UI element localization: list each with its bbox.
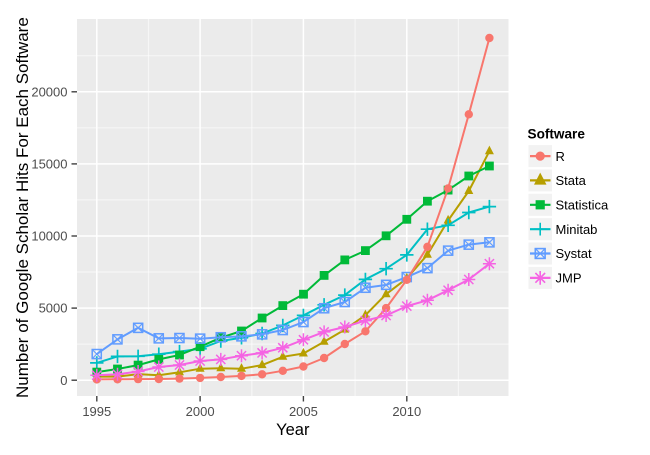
svg-text:1995: 1995 — [82, 404, 111, 419]
svg-text:R: R — [556, 149, 565, 164]
svg-text:Systat: Systat — [556, 246, 593, 261]
svg-text:JMP: JMP — [556, 271, 582, 286]
svg-text:Number of Google Scholar Hits: Number of Google Scholar Hits For Each S… — [13, 17, 32, 398]
svg-text:Statistica: Statistica — [556, 198, 610, 213]
svg-text:0: 0 — [60, 373, 67, 388]
svg-text:20000: 20000 — [31, 84, 67, 99]
svg-text:2000: 2000 — [186, 404, 215, 419]
svg-text:5000: 5000 — [39, 301, 68, 316]
svg-text:Year: Year — [276, 421, 310, 439]
svg-text:10000: 10000 — [31, 229, 67, 244]
svg-text:2005: 2005 — [289, 404, 318, 419]
svg-text:Software: Software — [528, 126, 586, 141]
svg-text:15000: 15000 — [31, 157, 67, 172]
svg-text:Stata: Stata — [556, 173, 587, 188]
svg-text:Minitab: Minitab — [556, 222, 598, 237]
svg-text:2010: 2010 — [392, 404, 421, 419]
